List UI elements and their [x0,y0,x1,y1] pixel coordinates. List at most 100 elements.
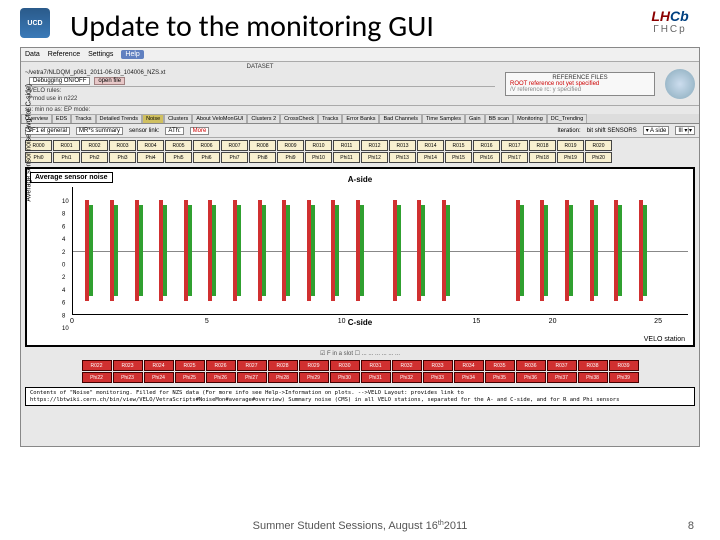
tab-noise[interactable]: Noise [142,114,164,123]
red-sensor-phi[interactable]: Phi38 [578,372,608,383]
red-sensor-phi[interactable]: Phi36 [516,372,546,383]
aside-select[interactable]: ▾ A side [643,126,670,135]
tab-bb-scan[interactable]: BB scan [485,114,513,123]
red-sensor-r[interactable]: R026 [206,360,236,371]
sensor-r-cell[interactable]: R013 [389,140,416,151]
tab-monitoring[interactable]: Monitoring [513,114,547,123]
sensor-phi-cell[interactable]: Phi18 [529,152,556,163]
sensor-phi-cell[interactable]: Phi10 [305,152,332,163]
red-sensor-phi[interactable]: Phi24 [144,372,174,383]
tab-tracks[interactable]: Tracks [318,114,342,123]
red-sensor-phi[interactable]: Phi23 [113,372,143,383]
red-sensor-phi[interactable]: Phi35 [485,372,515,383]
sensor-phi-cell[interactable]: Phi20 [585,152,612,163]
tab-crosscheck[interactable]: CrossCheck [280,114,318,123]
red-sensor-r[interactable]: R036 [516,360,546,371]
sensor-r-cell[interactable]: R006 [193,140,220,151]
sensor-r-cell[interactable]: R017 [501,140,528,151]
sensor-phi-cell[interactable]: Phi13 [389,152,416,163]
red-sensor-phi[interactable]: Phi30 [330,372,360,383]
sensor-r-cell[interactable]: R001 [53,140,80,151]
red-sensor-phi[interactable]: Phi25 [175,372,205,383]
sensor-r-cell[interactable]: R015 [445,140,472,151]
red-sensor-phi[interactable]: Phi27 [237,372,267,383]
sensor-phi-cell[interactable]: Phi1 [53,152,80,163]
red-sensor-phi[interactable]: Phi32 [392,372,422,383]
red-sensor-phi[interactable]: Phi37 [547,372,577,383]
sensor-r-cell[interactable]: R008 [249,140,276,151]
sensor-phi-cell[interactable]: Phi9 [277,152,304,163]
options-row[interactable]: ☑ F in a slot ☐ ... ... ... ... ... ... [21,349,699,358]
red-sensor-r[interactable]: R033 [423,360,453,371]
sensor-phi-cell[interactable]: Phi19 [557,152,584,163]
sensor-phi-cell[interactable]: Phi8 [249,152,276,163]
sensor-r-cell[interactable]: R004 [137,140,164,151]
red-sensor-r[interactable]: R031 [361,360,391,371]
sensor-phi-cell[interactable]: Phi4 [137,152,164,163]
sensor-r-cell[interactable]: R007 [221,140,248,151]
sensor-r-cell[interactable]: R016 [473,140,500,151]
sensor-phi-cell[interactable]: Phi6 [193,152,220,163]
red-sensor-phi[interactable]: Phi22 [82,372,112,383]
red-sensor-r[interactable]: R038 [578,360,608,371]
red-sensor-r[interactable]: R030 [330,360,360,371]
red-sensor-phi[interactable]: Phi28 [268,372,298,383]
red-sensor-r[interactable]: R028 [268,360,298,371]
red-sensor-r[interactable]: R022 [82,360,112,371]
more-button[interactable]: More [190,127,210,135]
sensor-r-cell[interactable]: R002 [81,140,108,151]
red-sensor-r[interactable]: R037 [547,360,577,371]
tab-tracks[interactable]: Tracks [71,114,95,123]
sensor-r-cell[interactable]: R003 [109,140,136,151]
red-sensor-phi[interactable]: Phi34 [454,372,484,383]
red-sensor-r[interactable]: R032 [392,360,422,371]
tab-error-banks[interactable]: Error Banks [342,114,379,123]
red-sensor-r[interactable]: R029 [299,360,329,371]
debug-toggle[interactable]: Debugging ON/OFF [29,77,90,85]
red-sensor-r[interactable]: R027 [237,360,267,371]
red-sensor-phi[interactable]: Phi39 [609,372,639,383]
sensor-phi-cell[interactable]: Phi3 [109,152,136,163]
red-sensor-phi[interactable]: Phi31 [361,372,391,383]
red-sensor-r[interactable]: R039 [609,360,639,371]
tab-about-velomongui[interactable]: About VeloMonGUI [192,114,247,123]
sensor-r-cell[interactable]: R014 [417,140,444,151]
red-sensor-r[interactable]: R034 [454,360,484,371]
red-sensor-phi[interactable]: Phi33 [423,372,453,383]
sensor-r-cell[interactable]: R011 [333,140,360,151]
ath-field[interactable]: ATh: [165,127,183,135]
red-sensor-phi[interactable]: Phi29 [299,372,329,383]
red-sensor-r[interactable]: R023 [113,360,143,371]
sensor-phi-cell[interactable]: Phi5 [165,152,192,163]
tab-gain[interactable]: Gain [465,114,485,123]
red-sensor-r[interactable]: R035 [485,360,515,371]
red-sensor-phi[interactable]: Phi26 [206,372,236,383]
sensor-r-cell[interactable]: R012 [361,140,388,151]
menu-data[interactable]: Data [25,51,40,58]
ill-select[interactable]: Ill ▾|▾ [675,126,695,135]
sensor-r-cell[interactable]: R005 [165,140,192,151]
mrs-button[interactable]: MR*s summary [76,127,123,135]
tab-time-samples[interactable]: Time Samples [422,114,465,123]
sensor-phi-cell[interactable]: Phi11 [333,152,360,163]
tab-detailed-trends[interactable]: Detailed Trends [96,114,143,123]
tab-bad-channels[interactable]: Bad Channels [379,114,422,123]
tab-dc_trending[interactable]: DC_Trending [547,114,588,123]
sensor-r-cell[interactable]: R019 [557,140,584,151]
sensor-r-cell[interactable]: R010 [305,140,332,151]
tab-eds[interactable]: EDS [52,114,71,123]
menu-reference[interactable]: Reference [48,51,80,58]
menu-help[interactable]: Help [121,50,143,59]
tab-clusters[interactable]: Clusters [164,114,192,123]
sensor-phi-cell[interactable]: Phi17 [501,152,528,163]
menu-settings[interactable]: Settings [88,51,113,58]
open-file-button[interactable]: open file [94,77,125,85]
sensor-r-cell[interactable]: R009 [277,140,304,151]
sensor-phi-cell[interactable]: Phi15 [445,152,472,163]
sensor-phi-cell[interactable]: Phi16 [473,152,500,163]
sensor-phi-cell[interactable]: Phi7 [221,152,248,163]
sensor-phi-cell[interactable]: Phi12 [361,152,388,163]
sensor-r-cell[interactable]: R018 [529,140,556,151]
red-sensor-r[interactable]: R025 [175,360,205,371]
red-sensor-r[interactable]: R024 [144,360,174,371]
